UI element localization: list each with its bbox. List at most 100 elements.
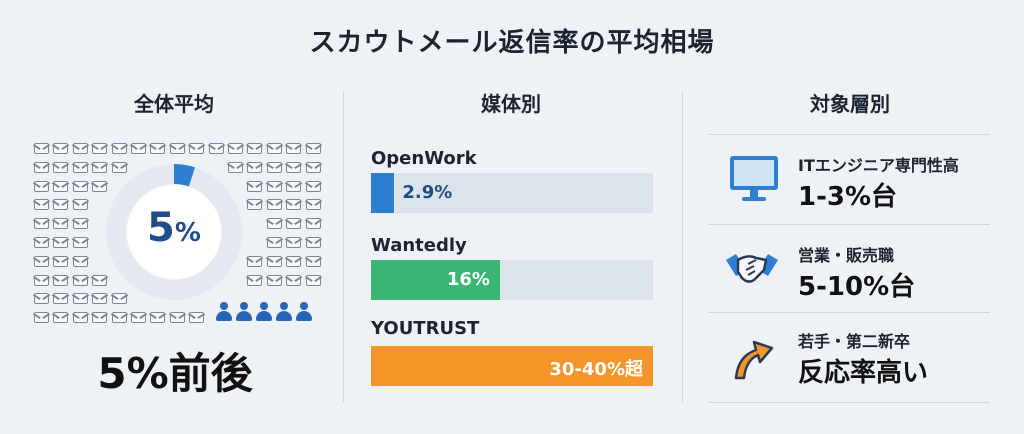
envelope-icon (53, 312, 69, 324)
bar-wantedly (371, 260, 500, 300)
bar-value-youtrust: 30-40%超 (549, 359, 643, 380)
bar-track-youtrust: 30-40%超 (371, 346, 653, 386)
target-row-sub-3: 若手・第二新卒 (798, 332, 911, 351)
envelope-icon (92, 293, 108, 305)
envelope-icon (72, 143, 88, 154)
envelope-icon (169, 143, 185, 154)
envelope-icon (286, 161, 302, 173)
bar-value-wantedly: 16% (446, 269, 490, 290)
donut-center (127, 185, 221, 279)
envelope-icon (72, 312, 88, 324)
envelope-icon (92, 274, 108, 286)
envelope-icon (53, 180, 69, 192)
person-icon (276, 302, 292, 322)
envelope-icon (34, 218, 49, 230)
envelope-icon (111, 312, 127, 324)
envelope-icon (286, 143, 302, 154)
envelope-icon (286, 218, 302, 230)
target-row-main-1: 1-3%台 (798, 182, 898, 212)
envelope-icon (189, 312, 205, 324)
envelope-icon (34, 161, 49, 173)
envelope-icon (72, 274, 88, 286)
monitor-icon (730, 156, 778, 201)
handshake-icon (726, 254, 778, 283)
overall-summary: 5%前後 (97, 349, 253, 398)
envelope-icon (286, 180, 302, 192)
envelope-icon (286, 199, 302, 211)
envelope-icon (72, 218, 88, 230)
envelope-icon (286, 255, 302, 267)
envelope-icon (34, 312, 49, 324)
envelope-icon (266, 255, 282, 267)
envelope-icon (53, 255, 69, 267)
envelope-icon (53, 199, 69, 211)
envelope-icon (53, 274, 69, 286)
envelope-icon (247, 199, 263, 211)
person-icon (296, 302, 312, 322)
target-row-main-3: 反応率高い (798, 358, 929, 388)
bar-value-openwork: 2.9% (402, 182, 453, 203)
envelope-icon (34, 255, 49, 267)
envelope-grid (34, 143, 324, 328)
envelope-icon (92, 312, 108, 324)
divider-left (343, 92, 344, 402)
envelope-icon (228, 161, 243, 173)
target-row-sub-2: 営業・販売職 (798, 246, 895, 265)
divider-right (682, 92, 683, 402)
envelope-icon (247, 143, 263, 154)
envelope-icon (169, 312, 185, 324)
envelope-icon (72, 161, 88, 173)
envelope-icon (53, 237, 69, 248)
envelope-icon (53, 161, 69, 173)
envelope-icon (92, 161, 108, 173)
envelope-icon (247, 274, 263, 286)
envelope-icon (189, 143, 205, 154)
donut-number: 5 (147, 205, 175, 251)
bar-label-openwork: OpenWork (371, 148, 477, 169)
envelope-icon (72, 199, 88, 211)
envelope-icon (305, 237, 321, 248)
envelope-icon (34, 293, 49, 305)
row-divider (708, 312, 990, 313)
target-heading: 対象層別 (810, 92, 890, 116)
envelope-icon (131, 312, 146, 324)
envelope-icon (266, 143, 282, 154)
envelope-icon (305, 180, 321, 192)
envelope-icon (208, 143, 224, 154)
envelope-icon (34, 199, 49, 211)
envelope-icon (34, 237, 49, 248)
row-divider (708, 402, 990, 403)
envelope-icon (92, 143, 108, 154)
target-row-main-2: 5-10%台 (798, 272, 916, 302)
envelope-icon (72, 255, 88, 267)
envelope-icon (247, 180, 263, 192)
envelope-icon (150, 143, 166, 154)
donut-unit: % (174, 218, 201, 248)
donut-value: 5% (104, 205, 244, 251)
envelope-icon (266, 161, 282, 173)
envelope-icon (150, 312, 166, 324)
donut-accent-arc (173, 164, 196, 187)
envelope-icon (286, 237, 302, 248)
envelope-icon (111, 143, 127, 154)
envelope-icon (34, 180, 49, 192)
row-divider (708, 224, 990, 225)
person-icon (236, 302, 252, 322)
bar-openwork (371, 173, 395, 213)
envelope-icon (247, 161, 263, 173)
person-icon (216, 302, 232, 322)
envelope-icon (286, 274, 302, 286)
envelope-icon (266, 199, 282, 211)
envelope-icon (72, 237, 88, 248)
media-heading: 媒体別 (481, 92, 541, 116)
bar-label-youtrust: YOUTRUST (371, 318, 480, 339)
envelope-icon (266, 218, 282, 230)
row-divider (708, 134, 990, 135)
envelope-icon (266, 274, 282, 286)
envelope-icon (228, 143, 243, 154)
bar-track-wantedly: 16% (371, 260, 653, 300)
envelope-icon (247, 255, 263, 267)
envelope-icon (131, 143, 146, 154)
bar-youtrust (371, 346, 653, 386)
up-arrow-icon (734, 340, 774, 380)
